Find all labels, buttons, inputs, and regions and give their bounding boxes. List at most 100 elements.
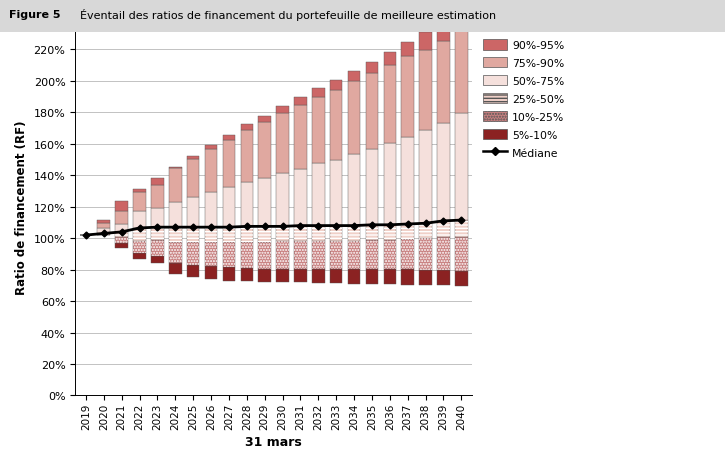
Bar: [348, 241, 360, 269]
Bar: [294, 226, 307, 242]
Bar: [223, 228, 235, 242]
Bar: [348, 269, 360, 284]
Bar: [402, 225, 414, 239]
Bar: [294, 106, 307, 169]
Bar: [276, 269, 289, 282]
Bar: [348, 241, 360, 269]
Bar: [97, 235, 110, 236]
Bar: [312, 164, 325, 226]
Bar: [258, 116, 271, 123]
Bar: [187, 243, 199, 265]
Bar: [365, 269, 378, 284]
Bar: [384, 144, 396, 225]
Bar: [97, 224, 110, 228]
Bar: [115, 244, 128, 248]
Bar: [241, 242, 253, 269]
Bar: [294, 226, 307, 242]
Bar: [437, 238, 450, 271]
Text: Éventail des ratios de financement du portefeuille de meilleure estimation: Éventail des ratios de financement du po…: [80, 9, 496, 21]
Bar: [241, 125, 253, 131]
Bar: [455, 237, 468, 272]
Bar: [384, 240, 396, 269]
Bar: [151, 208, 164, 228]
Bar: [455, 32, 468, 114]
Bar: [437, 221, 450, 238]
Bar: [455, 19, 468, 32]
Bar: [402, 56, 414, 138]
Bar: [294, 242, 307, 269]
Legend: 90%-95%, 75%-90%, 50%-75%, 25%-50%, 10%-25%, 5%-10%, Médiane: 90%-95%, 75%-90%, 50%-75%, 25%-50%, 10%-…: [479, 17, 568, 162]
Bar: [455, 220, 468, 237]
Bar: [276, 242, 289, 269]
Bar: [437, 20, 450, 42]
Bar: [294, 242, 307, 269]
Bar: [276, 114, 289, 174]
Bar: [258, 178, 271, 227]
Bar: [187, 228, 199, 243]
Bar: [133, 241, 146, 254]
Bar: [294, 169, 307, 226]
Bar: [276, 174, 289, 227]
Bar: [294, 269, 307, 282]
Bar: [223, 136, 235, 141]
Bar: [169, 243, 181, 264]
Bar: [151, 228, 164, 240]
Bar: [204, 192, 218, 228]
Bar: [348, 226, 360, 241]
Bar: [419, 224, 432, 238]
Bar: [455, 272, 468, 287]
Bar: [312, 226, 325, 242]
Bar: [419, 270, 432, 286]
Bar: [223, 268, 235, 281]
Bar: [97, 234, 110, 235]
X-axis label: 31 mars: 31 mars: [245, 435, 302, 448]
Bar: [187, 265, 199, 277]
Bar: [241, 227, 253, 242]
Bar: [276, 227, 289, 242]
Bar: [402, 239, 414, 269]
Bar: [204, 267, 218, 280]
Bar: [402, 138, 414, 225]
Bar: [437, 221, 450, 238]
Bar: [330, 242, 342, 269]
Bar: [258, 242, 271, 269]
Bar: [365, 225, 378, 241]
Bar: [187, 157, 199, 159]
Bar: [97, 228, 110, 234]
Bar: [204, 228, 218, 243]
Bar: [419, 131, 432, 224]
Bar: [419, 224, 432, 238]
Bar: [204, 243, 218, 267]
Bar: [402, 239, 414, 269]
Bar: [330, 81, 342, 90]
Bar: [365, 241, 378, 269]
Bar: [169, 169, 181, 202]
Bar: [312, 226, 325, 242]
Bar: [133, 190, 146, 192]
Bar: [187, 243, 199, 265]
Bar: [437, 42, 450, 123]
Bar: [455, 114, 468, 220]
Bar: [204, 150, 218, 192]
Bar: [241, 131, 253, 183]
Bar: [169, 202, 181, 228]
Bar: [384, 225, 396, 240]
Bar: [151, 185, 164, 208]
Bar: [169, 167, 181, 169]
Bar: [384, 53, 396, 66]
Bar: [384, 66, 396, 144]
Bar: [365, 150, 378, 225]
Bar: [151, 257, 164, 264]
Bar: [241, 242, 253, 269]
Bar: [115, 225, 128, 232]
Bar: [204, 228, 218, 243]
Bar: [223, 228, 235, 242]
Bar: [419, 238, 432, 270]
Bar: [330, 226, 342, 242]
Bar: [187, 228, 199, 243]
Bar: [204, 243, 218, 267]
Bar: [133, 192, 146, 212]
Bar: [402, 269, 414, 285]
Bar: [402, 225, 414, 239]
Bar: [133, 228, 146, 241]
